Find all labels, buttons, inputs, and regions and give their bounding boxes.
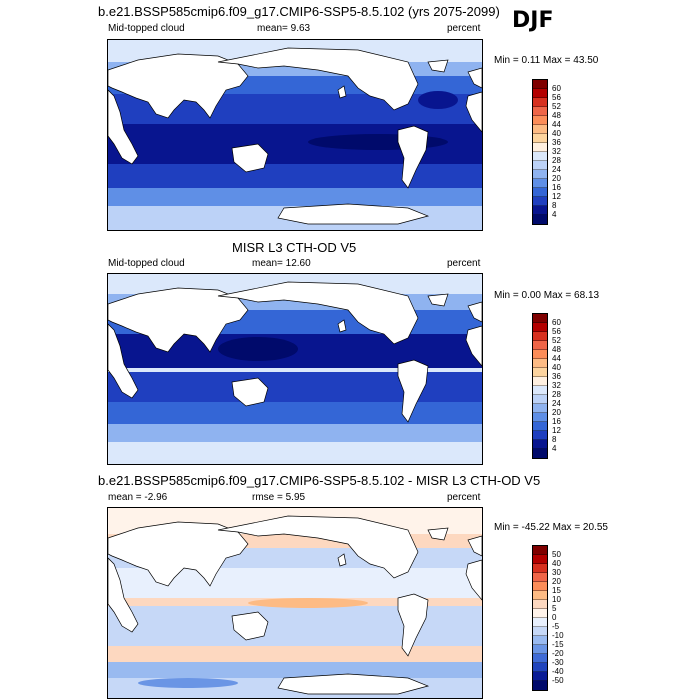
colorbar-tick: 12 [552,426,561,435]
colorbar-tick: 8 [552,435,557,444]
panel1-units-label: percent [447,23,481,34]
panel2-variable-label: Mid-topped cloud [108,258,185,269]
panel1-map-svg [108,40,482,230]
colorbar-tick: 15 [552,586,561,595]
panel2-map-svg [108,274,482,464]
colorbar-tick: 60 [552,84,561,93]
colorbar-tick: 16 [552,183,561,192]
panel1-variable-label: Mid-topped cloud [108,23,185,34]
panel1-range-label: Min = 0.11 Max = 43.50 [494,55,599,66]
land-masses [108,515,482,695]
colorbar-tick: 56 [552,327,561,336]
colorbar-tick: 44 [552,120,561,129]
panel3-map [107,507,483,699]
panel3-range-label: Min = -45.22 Max = 20.55 [494,522,608,533]
panel1-colorbar [532,79,548,225]
colorbar-tick: 48 [552,111,561,120]
panel3-rmse-label: rmse = 5.95 [252,492,306,503]
colorbar-tick: 20 [552,174,561,183]
colorbar-tick: -20 [552,649,564,658]
colorbar-tick: 28 [552,390,561,399]
colorbar-tick: 4 [552,210,557,219]
colorbar-tick: 40 [552,129,561,138]
colorbar-tick: 4 [552,444,557,453]
panel3-mean-label: mean = -2.96 [108,492,168,503]
colorbar-tick: 48 [552,345,561,354]
colorbar-tick: 24 [552,165,561,174]
panel3-title: b.e21.BSSP585cmip6.f09_g17.CMIP6-SSP5-8.… [98,473,541,488]
colorbar-tick: 32 [552,381,561,390]
colorbar-tick: 52 [552,336,561,345]
panel1-mean-label: mean= 9.63 [257,23,311,34]
colorbar-tick: 5 [552,604,557,613]
colorbar-tick: 24 [552,399,561,408]
panel1-map [107,39,483,231]
colorbar-tick: 20 [552,408,561,417]
colorbar-tick: 52 [552,102,561,111]
colorbar-tick: 10 [552,595,561,604]
colorbar-tick: 36 [552,138,561,147]
season-label: DJF [512,8,554,33]
colorbar-tick: 40 [552,559,561,568]
colorbar-tick: 16 [552,417,561,426]
land-masses [108,47,482,225]
colorbar-tick: -5 [552,622,560,631]
panel3-units-label: percent [447,492,481,503]
panel1-title: b.e21.BSSP585cmip6.f09_g17.CMIP6-SSP5-8.… [98,4,500,19]
panel2-map [107,273,483,465]
colorbar-tick: 20 [552,577,561,586]
panel2-range-label: Min = 0.00 Max = 68.13 [494,290,600,301]
colorbar-tick: 56 [552,93,561,102]
colorbar-tick: -30 [552,658,564,667]
colorbar-tick: 50 [552,550,561,559]
land-masses [108,281,482,423]
colorbar-tick: -50 [552,676,564,685]
colorbar-tick: 60 [552,318,561,327]
colorbar-tick: -40 [552,667,564,676]
colorbar-tick: 28 [552,156,561,165]
colorbar-tick: -10 [552,631,564,640]
colorbar-tick: 0 [552,613,557,622]
colorbar-tick: 40 [552,363,561,372]
panel3-colorbar [532,545,548,691]
panel2-title: MISR L3 CTH-OD V5 [232,240,357,255]
panel3-map-svg [108,508,482,698]
colorbar-tick: 32 [552,147,561,156]
panel2-mean-label: mean= 12.60 [252,258,311,269]
colorbar-tick: 30 [552,568,561,577]
colorbar-tick: 8 [552,201,557,210]
panel2-colorbar [532,313,548,459]
colorbar-tick: 36 [552,372,561,381]
colorbar-tick: 12 [552,192,561,201]
colorbar-tick: -15 [552,640,564,649]
panel2-units-label: percent [447,258,481,269]
colorbar-tick: 44 [552,354,561,363]
